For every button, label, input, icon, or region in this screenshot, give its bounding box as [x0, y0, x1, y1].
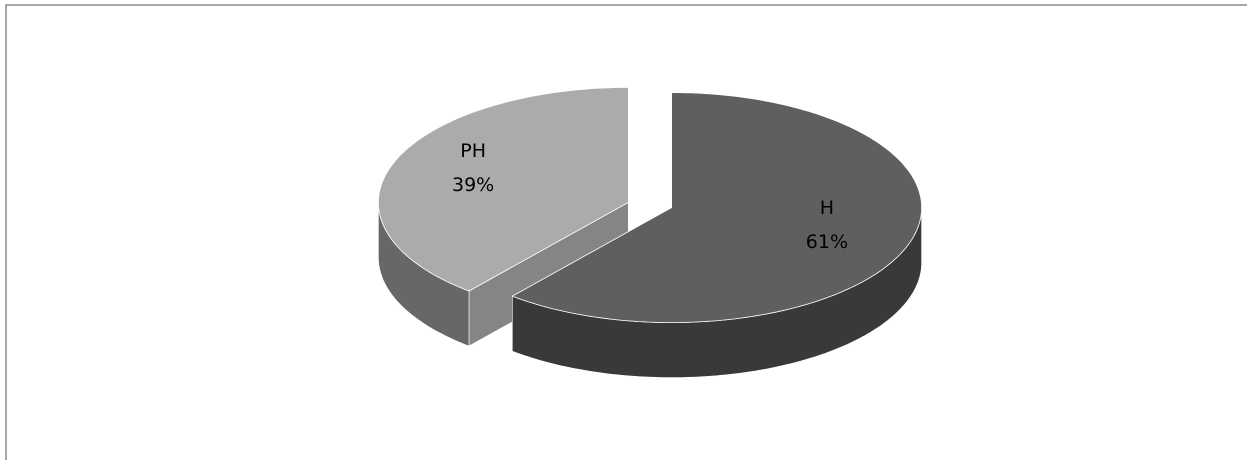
- slice-label: H: [820, 197, 834, 219]
- slice-value-label: 61%: [806, 231, 848, 253]
- slice: [511, 92, 922, 324]
- slice: [377, 86, 629, 292]
- chart-frame: [5, 4, 1247, 464]
- slice-value-label: 39%: [452, 174, 494, 196]
- slice-label: PH: [460, 140, 486, 162]
